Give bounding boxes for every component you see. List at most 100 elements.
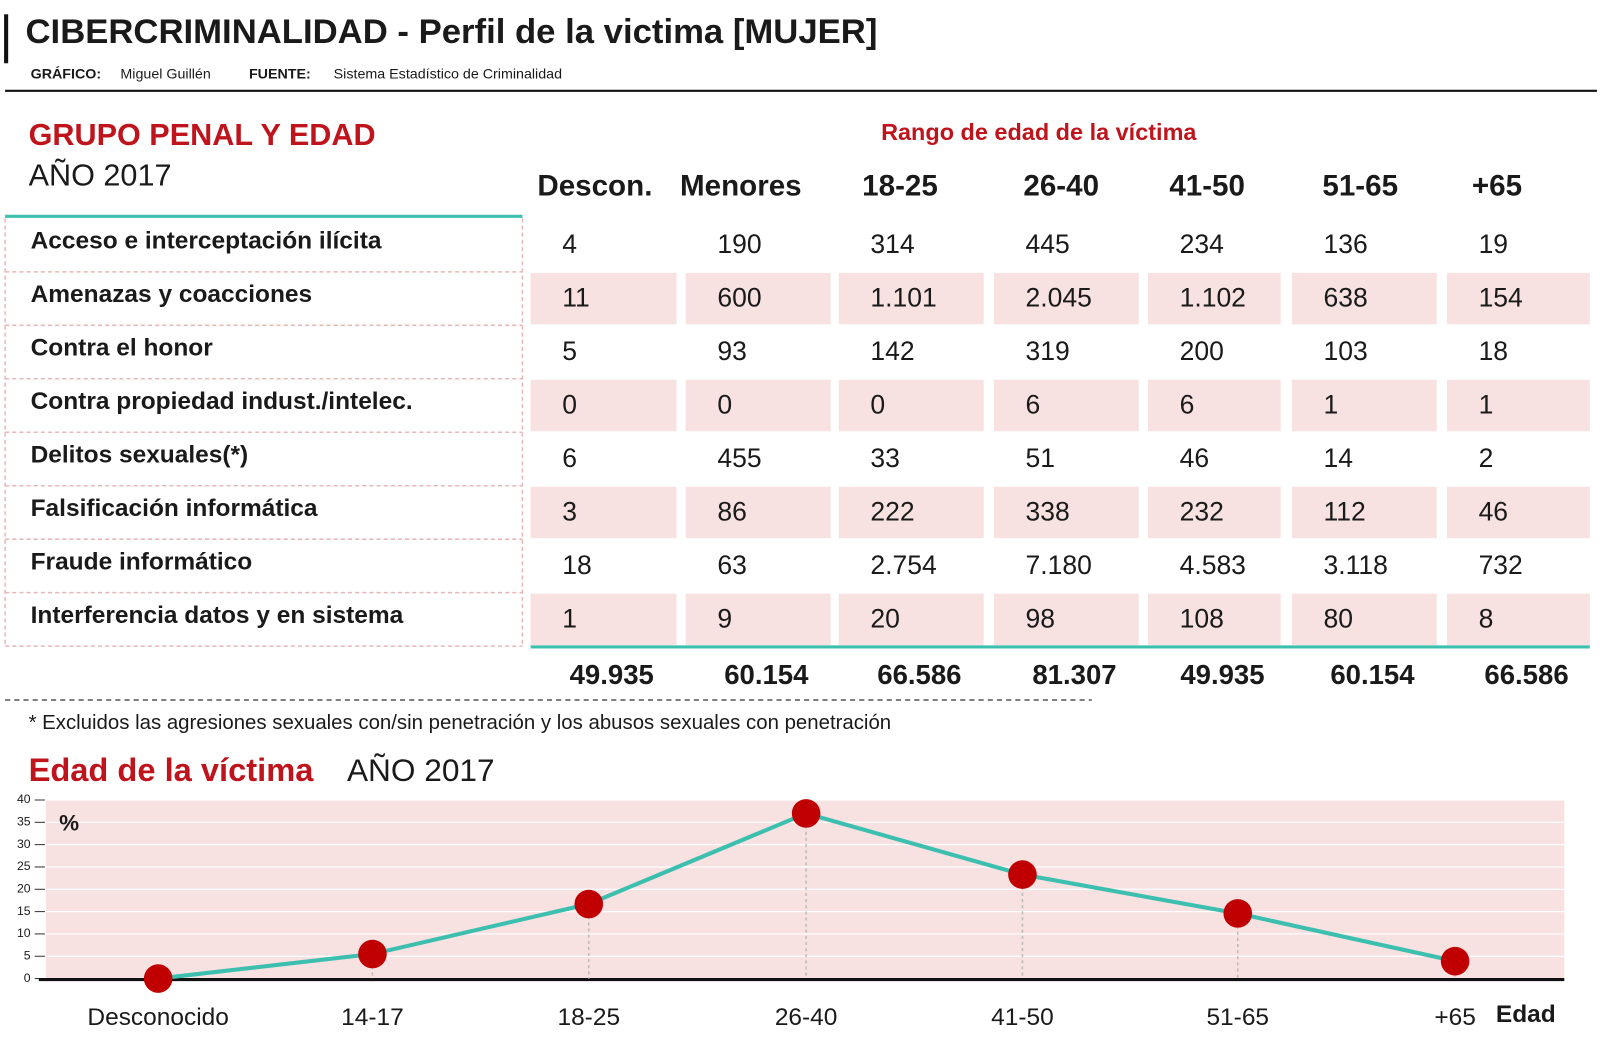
row-shade (685, 486, 831, 539)
title-bar (4, 14, 9, 64)
row-shade (685, 593, 831, 646)
cell-value: 190 (717, 229, 761, 259)
row-shade (838, 379, 984, 432)
cell-value: 80 (1323, 603, 1353, 633)
cell-value: 234 (1180, 229, 1224, 259)
cell-value: 338 (1026, 496, 1070, 526)
cell-value: 600 (717, 283, 761, 313)
cell-value: 18 (1479, 336, 1509, 366)
y-tick-label: 35 (17, 815, 31, 829)
total-value: 49.935 (570, 659, 654, 690)
cell-value: 103 (1323, 336, 1367, 366)
table-subtitle: AÑO 2017 (29, 158, 172, 193)
column-header: +65 (1472, 170, 1522, 203)
row-label: Acceso e interceptación ilícita (31, 228, 382, 255)
cell-value: 6 (562, 443, 577, 473)
cell-value: 136 (1323, 229, 1367, 259)
cell-value: 319 (1026, 336, 1070, 366)
cell-value: 455 (717, 443, 761, 473)
y-axis-label: % (59, 810, 79, 835)
row-shade (1147, 272, 1281, 325)
title: CIBERCRIMINALIDAD - Perfil de la victima… (26, 13, 878, 51)
cell-value: 1.102 (1180, 283, 1246, 313)
y-tick-label: 25 (17, 859, 31, 873)
cell-value: 2 (1479, 443, 1494, 473)
row-shade (1147, 379, 1281, 432)
x-tick-label: 51-65 (1206, 1004, 1269, 1031)
cell-value: 232 (1180, 496, 1224, 526)
point (574, 889, 604, 919)
x-tick-label: 18-25 (557, 1004, 620, 1031)
row-shade (993, 272, 1139, 325)
row-label: Fraude informático (31, 548, 253, 575)
cell-value: 9 (717, 603, 732, 633)
cell-value: 33 (870, 443, 900, 473)
row-label: Interferencia datos y en sistema (31, 602, 404, 629)
credit-label: GRÁFICO: (31, 65, 102, 82)
y-tick-label: 10 (17, 926, 31, 940)
row-shade (530, 272, 677, 325)
cell-value: 11 (562, 283, 590, 313)
cell-value: 3.118 (1323, 550, 1387, 580)
cell-value: 3 (562, 496, 577, 526)
y-tick-label: 0 (24, 971, 31, 985)
y-tick-label: 20 (17, 882, 31, 896)
x-tick-label: Desconocido (87, 1004, 228, 1031)
cell-value: 200 (1180, 336, 1224, 366)
x-tick-label: +65 (1434, 1004, 1476, 1031)
source: Sistema Estadístico de Criminalidad (334, 66, 562, 82)
cell-value: 1.101 (870, 283, 936, 313)
source-label: FUENTE: (249, 66, 311, 82)
x-tick-label: 41-50 (991, 1004, 1054, 1031)
cell-value: 112 (1323, 496, 1365, 526)
point (1440, 946, 1470, 976)
point (358, 939, 387, 969)
cell-value: 4.583 (1180, 550, 1246, 580)
column-header: Menores (680, 170, 802, 203)
column-header: 51-65 (1322, 170, 1398, 203)
x-axis-label: Edad (1496, 1001, 1556, 1028)
x-tick-label: 14-17 (341, 1004, 404, 1031)
row-label: Falsificación informática (31, 495, 318, 522)
cell-value: 0 (562, 390, 577, 420)
cell-value: 0 (870, 390, 885, 420)
point (1008, 860, 1037, 889)
x-tick-label: 26-40 (775, 1004, 838, 1031)
y-tick-label: 15 (17, 904, 31, 918)
row-label: Delitos sexuales(*) (31, 441, 249, 468)
column-header: 18-25 (862, 170, 938, 203)
column-header: 41-50 (1169, 170, 1245, 203)
cell-value: 1 (562, 603, 577, 633)
credit: Miguel Guillén (120, 66, 210, 82)
row-shade (993, 593, 1139, 646)
cell-value: 314 (870, 229, 914, 259)
row-shade (1291, 593, 1437, 646)
cell-value: 19 (1479, 229, 1509, 259)
point (143, 964, 173, 993)
chart-subtitle: AÑO 2017 (347, 752, 495, 788)
total-value: 66.586 (1484, 659, 1568, 690)
row-shade (1446, 272, 1590, 325)
column-header: 26-40 (1023, 170, 1099, 203)
cell-value: 7.180 (1026, 550, 1092, 580)
row-shade (1147, 486, 1281, 539)
cell-value: 638 (1323, 283, 1367, 313)
cell-value: 445 (1026, 229, 1070, 259)
cell-value: 0 (717, 390, 732, 420)
row-shade (1446, 379, 1590, 432)
column-header: Descon. (537, 170, 652, 203)
cell-value: 93 (717, 336, 747, 366)
cell-value: 6 (1026, 390, 1041, 420)
point (791, 799, 821, 828)
total-value: 60.154 (1330, 659, 1415, 690)
cell-value: 14 (1323, 443, 1353, 473)
row-label: Contra propiedad indust./intelec. (31, 388, 413, 415)
y-tick-label: 5 (24, 948, 31, 962)
cell-value: 2.045 (1026, 283, 1092, 313)
cell-value: 732 (1479, 550, 1523, 580)
row-shade (838, 593, 984, 646)
cell-value: 6 (1180, 390, 1195, 420)
point (1223, 899, 1253, 928)
total-value: 81.307 (1032, 659, 1116, 690)
cell-value: 51 (1026, 443, 1056, 473)
